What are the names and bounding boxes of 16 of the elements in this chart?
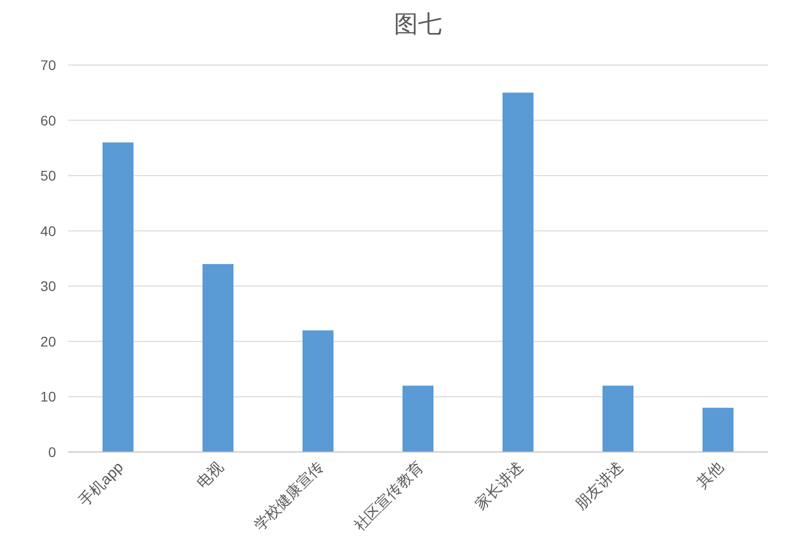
y-tick-label: 70 (40, 57, 56, 73)
y-tick-label: 30 (40, 278, 56, 294)
chart-title: 图七 (394, 11, 442, 38)
y-tick-label: 60 (40, 112, 56, 128)
y-tick-label: 40 (40, 222, 56, 239)
y-tick-label: 20 (40, 333, 56, 350)
x-tick-label: 朋友讲述 (572, 458, 627, 514)
x-tick-label: 学校健康宣传 (251, 458, 327, 534)
y-tick-label: 0 (48, 444, 56, 460)
y-tick-label: 10 (40, 388, 56, 405)
x-tick-label: 家长讲述 (472, 458, 527, 514)
x-tick-label: 手机app (76, 458, 127, 510)
x-tick-label: 社区宣传教育 (351, 458, 427, 534)
x-tick-label: 其他 (694, 458, 727, 492)
x-tick-label: 电视 (194, 458, 227, 492)
y-tick-label: 50 (40, 168, 56, 184)
